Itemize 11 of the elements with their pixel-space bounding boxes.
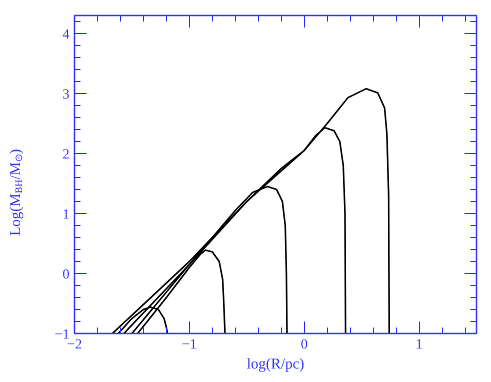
- y-tick-label: 0: [62, 268, 70, 282]
- x-tick-label: 1: [416, 338, 423, 352]
- y-tick-label: 1: [62, 208, 70, 222]
- x-tick-label: 0: [300, 338, 308, 352]
- y-tick-label: 2: [62, 148, 70, 162]
- y-tick-label: 3: [62, 88, 70, 102]
- x-axis-title: log(R/pc): [246, 356, 304, 372]
- y-tick-label: −1: [54, 328, 70, 342]
- y-tick-label: 4: [62, 28, 70, 42]
- x-tick-label: −2: [67, 338, 82, 352]
- x-tick-label: −1: [182, 338, 197, 352]
